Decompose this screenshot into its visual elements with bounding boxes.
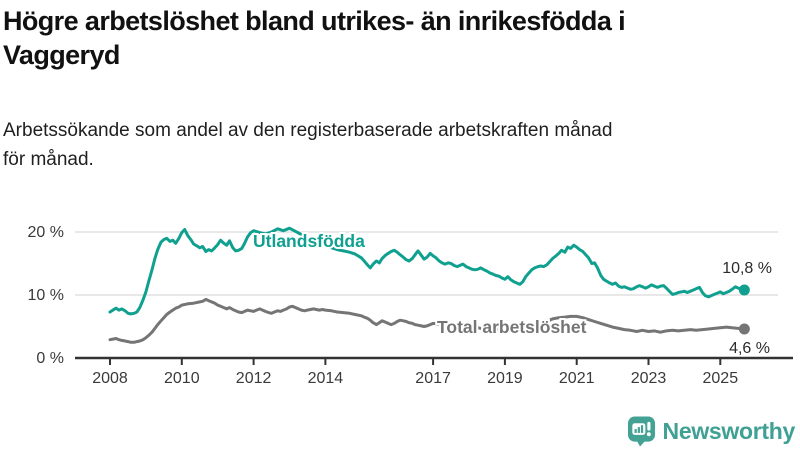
y-tick-0: 0 % — [36, 350, 64, 367]
chart-title: Högre arbetslöshet bland utrikes- än inr… — [3, 4, 797, 72]
x-tick-label-2017: 2017 — [415, 370, 451, 387]
y-tick-10: 10 % — [28, 287, 64, 304]
chart-title-line2: Vaggeryd — [3, 40, 120, 70]
chart-subtitle: Arbetssökande som andel av den registerb… — [3, 116, 793, 174]
series-end-dot-utlandsfodda — [738, 284, 750, 296]
x-tick-label-2021: 2021 — [559, 370, 595, 387]
x-tick-label-2008: 2008 — [92, 370, 128, 387]
newsworthy-logo-icon — [627, 416, 655, 447]
chart-render-layer: 2008 2010 2012 2014 2017 2019 2021 2023 2025 — [75, 226, 793, 387]
x-tick-label-2010: 2010 — [164, 370, 200, 387]
chart-title-line1: Högre arbetslöshet bland utrikes- än inr… — [3, 6, 626, 36]
x-tick-label-2014: 2014 — [308, 370, 344, 387]
series-label-utlandsfodda: Utlandsfödda — [253, 231, 365, 251]
x-tick-label-2012: 2012 — [236, 370, 272, 387]
series-end-dot-total — [738, 323, 750, 335]
logo-bar-3 — [640, 425, 643, 433]
end-value-utlandsfodda: 10,8 % — [722, 260, 772, 277]
logo-exclamation-bar — [646, 421, 651, 431]
x-tick-label-2019: 2019 — [487, 370, 523, 387]
series-line-utlandsfodda — [108, 226, 746, 316]
x-tick-label-2023: 2023 — [631, 370, 667, 387]
series-label-total-arbetsloshet: Total arbetslöshet — [437, 317, 587, 337]
chart-subtitle-line1: Arbetssökande som andel av den registerb… — [3, 120, 613, 141]
newsworthy-branding: Newsworthy — [627, 415, 795, 447]
x-tick-label-2025: 2025 — [703, 370, 739, 387]
logo-exclamation-dot — [646, 432, 651, 437]
y-tick-20: 20 % — [28, 224, 64, 241]
series-line-total — [108, 297, 746, 344]
chart-subtitle-line2: för månad. — [3, 149, 94, 170]
logo-bar-2 — [637, 427, 640, 433]
newsworthy-logo-text: Newsworthy — [662, 417, 796, 444]
end-value-total: 4,6 % — [729, 340, 770, 357]
logo-bar-1 — [634, 429, 637, 433]
